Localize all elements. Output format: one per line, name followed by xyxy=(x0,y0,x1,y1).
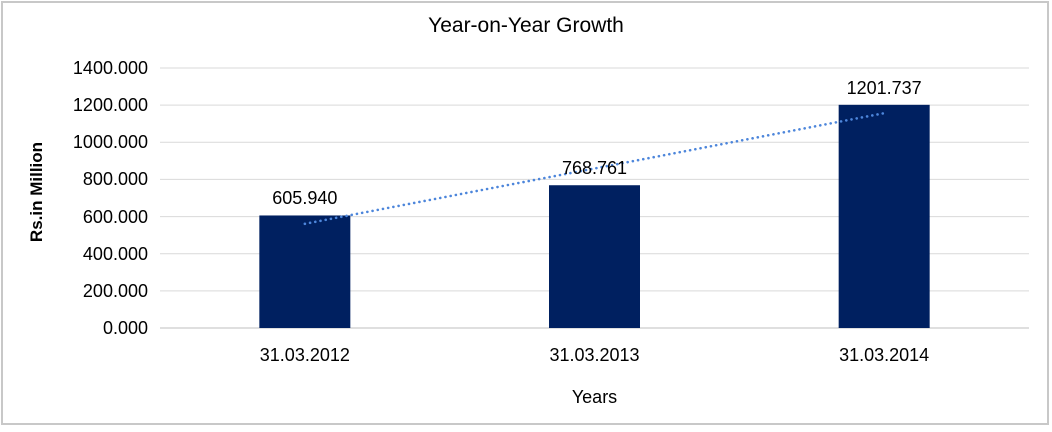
y-tick-label: 0.000 xyxy=(102,318,148,338)
bar-value-label: 768.761 xyxy=(561,158,628,179)
x-category-label: 31.03.2012 xyxy=(259,345,350,365)
y-tick-label: 600.000 xyxy=(82,206,148,227)
bar-value-label: 605.940 xyxy=(272,188,338,209)
x-axis-title: Years xyxy=(571,387,618,407)
y-tick-label: 800.000 xyxy=(82,169,148,190)
bar xyxy=(259,215,351,328)
bar-value-label: 1201.737 xyxy=(846,77,922,98)
y-tick-label: 400.000 xyxy=(82,243,148,264)
x-category-label: 31.03.2013 xyxy=(549,345,640,365)
y-tick-label: 1000.000 xyxy=(72,132,148,153)
y-tick-label: 1400.000 xyxy=(72,58,148,78)
chart-title: Year-on-Year Growth xyxy=(428,14,624,37)
x-category-label: 31.03.2014 xyxy=(839,345,930,365)
bar xyxy=(549,185,640,328)
bar xyxy=(838,104,930,328)
y-tick-label: 1200.000 xyxy=(72,95,148,116)
y-tick-label: 200.000 xyxy=(82,280,148,301)
